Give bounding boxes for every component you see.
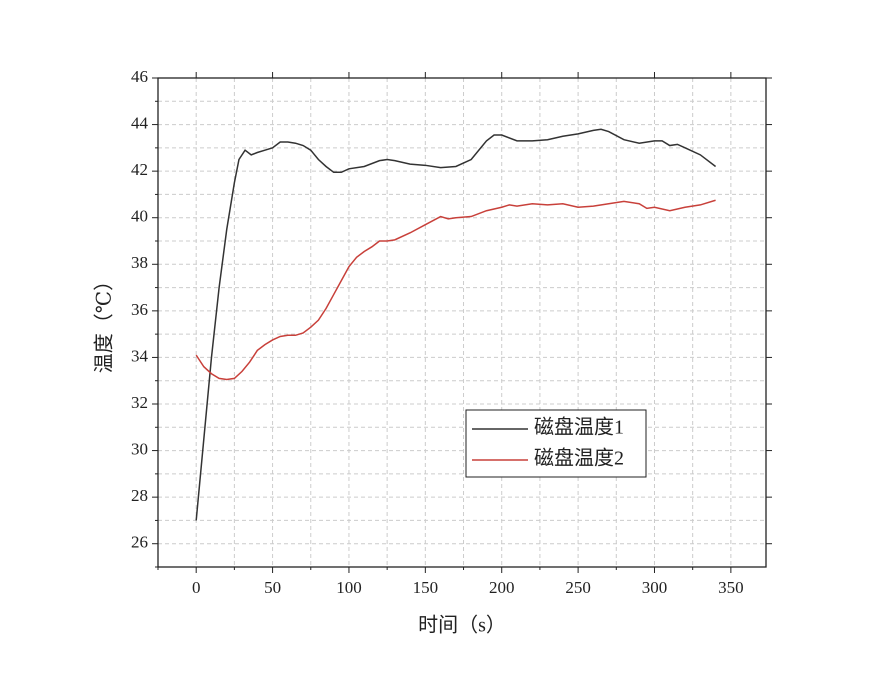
data-line (195, 199, 716, 381)
legend-label: 磁盘温度1 (534, 416, 624, 439)
y-tick-label: 34 (131, 346, 149, 365)
y-tick-label: 42 (131, 160, 148, 179)
x-tick-label: 50 (264, 578, 281, 597)
legend-label: 磁盘温度2 (534, 447, 624, 470)
y-tick-label: 32 (131, 393, 148, 412)
x-tick-label: 300 (642, 578, 668, 597)
x-tick-label: 100 (336, 578, 362, 597)
plot-frame (157, 77, 767, 568)
data-line (195, 128, 717, 521)
x-axis-label: 时间（s） (418, 614, 506, 637)
x-tick-label: 350 (718, 578, 744, 597)
x-tick-label: 250 (565, 578, 591, 597)
x-tick-label: 0 (192, 578, 201, 597)
y-tick-label: 30 (131, 439, 148, 458)
y-tick-label: 36 (131, 300, 148, 319)
y-tick-label: 46 (131, 67, 148, 86)
y-axis-label: 温度（℃） (93, 271, 116, 373)
x-tick-label: 150 (413, 578, 439, 597)
y-tick-label: 26 (131, 533, 148, 552)
y-tick-label: 28 (131, 486, 148, 505)
y-tick-label: 40 (131, 207, 148, 226)
legend-box (465, 409, 647, 478)
x-tick-label: 200 (489, 578, 515, 597)
y-tick-label: 38 (131, 253, 148, 272)
y-tick-label: 44 (131, 113, 149, 132)
